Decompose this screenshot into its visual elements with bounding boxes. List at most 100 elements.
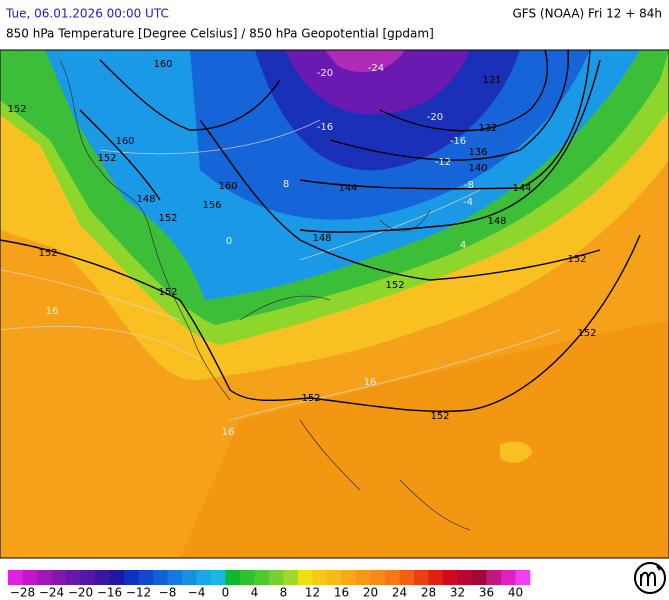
colorbar-swatch xyxy=(341,570,357,585)
isotherm xyxy=(0,119,561,421)
colorbar-swatch xyxy=(283,570,299,585)
colorbar-swatch xyxy=(124,570,139,585)
temperature-label: 16 xyxy=(46,306,59,317)
colorbar-swatch xyxy=(240,570,255,585)
colorbar-swatch xyxy=(37,570,52,585)
subtitle: 850 hPa Temperature [Degree Celsius] / 8… xyxy=(6,27,434,41)
logo xyxy=(634,562,666,594)
colorbar-swatch xyxy=(138,570,154,585)
geopotential-label: 144 xyxy=(338,183,357,194)
temperature-label: 8 xyxy=(283,179,289,190)
colorbar-label: 0 xyxy=(222,586,230,600)
geopotential-label: 148 xyxy=(312,233,331,244)
colorbar-swatch xyxy=(501,570,516,585)
temperature-label: 0 xyxy=(226,236,232,247)
colorbar-swatch xyxy=(515,570,531,585)
colorbar-label: −28 xyxy=(10,586,35,600)
colorbar-swatch xyxy=(385,570,400,585)
cold-field xyxy=(325,50,405,73)
colorbar-swatch xyxy=(167,570,183,585)
colorbar-swatch xyxy=(428,570,444,585)
colorbar-swatch xyxy=(399,570,415,585)
colorbar-label: 8 xyxy=(280,586,288,600)
geopotential-contour xyxy=(329,49,569,161)
temperature-label: -4 xyxy=(463,197,473,208)
temperature-label: -20 xyxy=(317,68,333,79)
geopotential-label: 121 xyxy=(482,75,501,86)
colorbar-swatch xyxy=(457,570,473,585)
colorbar-swatch xyxy=(80,570,96,585)
colorbar-swatch xyxy=(211,570,226,585)
temperature-label: -16 xyxy=(450,136,466,147)
temperature-label: -20 xyxy=(427,112,443,123)
colorbar-swatch xyxy=(109,570,125,585)
geopotential-label: 160 xyxy=(115,136,134,147)
geopotential-label: 152 xyxy=(158,287,177,298)
colorbar-label: −24 xyxy=(39,586,64,600)
colorbar-label: 12 xyxy=(305,586,320,600)
temperature-label: 16 xyxy=(364,377,377,388)
colorbar-label: −20 xyxy=(68,586,93,600)
geopotential-label: 152 xyxy=(97,153,116,164)
colorbar-swatch xyxy=(312,570,328,585)
geopotential-label: 152 xyxy=(158,213,177,224)
logo-mark xyxy=(640,565,661,586)
model-label: GFS (NOAA) Fri 12 + 84h xyxy=(512,7,662,21)
colorbar-swatch xyxy=(51,570,67,585)
mild-field xyxy=(500,441,532,463)
temperature-label: -8 xyxy=(464,180,474,191)
geopotential-contour xyxy=(0,234,641,413)
geopotential-label: 160 xyxy=(218,181,237,192)
geopotential-label: 152 xyxy=(385,280,404,291)
geopotential-contour xyxy=(199,119,601,281)
geopotential-contour xyxy=(299,49,591,190)
colorbar-swatch xyxy=(182,570,197,585)
colorbar-swatch xyxy=(472,570,487,585)
colorbar-swatch xyxy=(327,570,342,585)
colorbar-label: −4 xyxy=(188,586,206,600)
geopotential-contour xyxy=(299,59,601,233)
colorbar-label: 40 xyxy=(508,586,523,600)
colorbar-swatch xyxy=(254,570,270,585)
colorbar-label: −8 xyxy=(159,586,177,600)
logo-ring xyxy=(634,562,666,594)
colorbar-swatch xyxy=(356,570,371,585)
geopotential-label: 140 xyxy=(468,163,487,174)
map: 1601521601521481521561601521521481441521… xyxy=(0,49,669,558)
coastline xyxy=(59,59,471,531)
colorbar-label: 24 xyxy=(392,586,407,600)
temperature-label: -16 xyxy=(317,122,333,133)
geopotential-label: 148 xyxy=(136,194,155,205)
colorbar-label: 32 xyxy=(450,586,465,600)
geopotential-contour xyxy=(379,49,549,132)
geopotential-label: 136 xyxy=(468,147,487,158)
geopotential-label: 152 xyxy=(567,254,586,265)
temperature-label: -12 xyxy=(435,157,451,168)
warm-field xyxy=(180,320,669,558)
geopotential-label: 156 xyxy=(202,200,221,211)
map-frame xyxy=(0,49,669,559)
colorbar-swatch xyxy=(298,570,313,585)
geopotential-label: 152 xyxy=(577,328,596,339)
colorbar-label: 16 xyxy=(334,586,349,600)
colorbar-label: −12 xyxy=(126,586,151,600)
colorbar-swatch xyxy=(196,570,212,585)
geopotential-label: 160 xyxy=(153,59,172,70)
colorbar-label: 20 xyxy=(363,586,378,600)
colorbar-swatch xyxy=(414,570,429,585)
colorbar-swatch xyxy=(8,570,23,585)
colorbar-swatch xyxy=(269,570,284,585)
colorbar-swatch xyxy=(66,570,81,585)
geopotential-label: 152 xyxy=(430,411,449,422)
colorbar-swatch xyxy=(95,570,110,585)
geopotential-label: 132 xyxy=(478,123,497,134)
geopotential-label: 152 xyxy=(301,393,320,404)
colorbar-label: 36 xyxy=(479,586,494,600)
geopotential-label: 152 xyxy=(7,104,26,115)
colorbar-swatch xyxy=(370,570,386,585)
colorbar-label: 4 xyxy=(251,586,259,600)
cold-field xyxy=(285,50,470,115)
geopotential-contour xyxy=(79,59,281,201)
temperature-label: 4 xyxy=(460,240,466,251)
